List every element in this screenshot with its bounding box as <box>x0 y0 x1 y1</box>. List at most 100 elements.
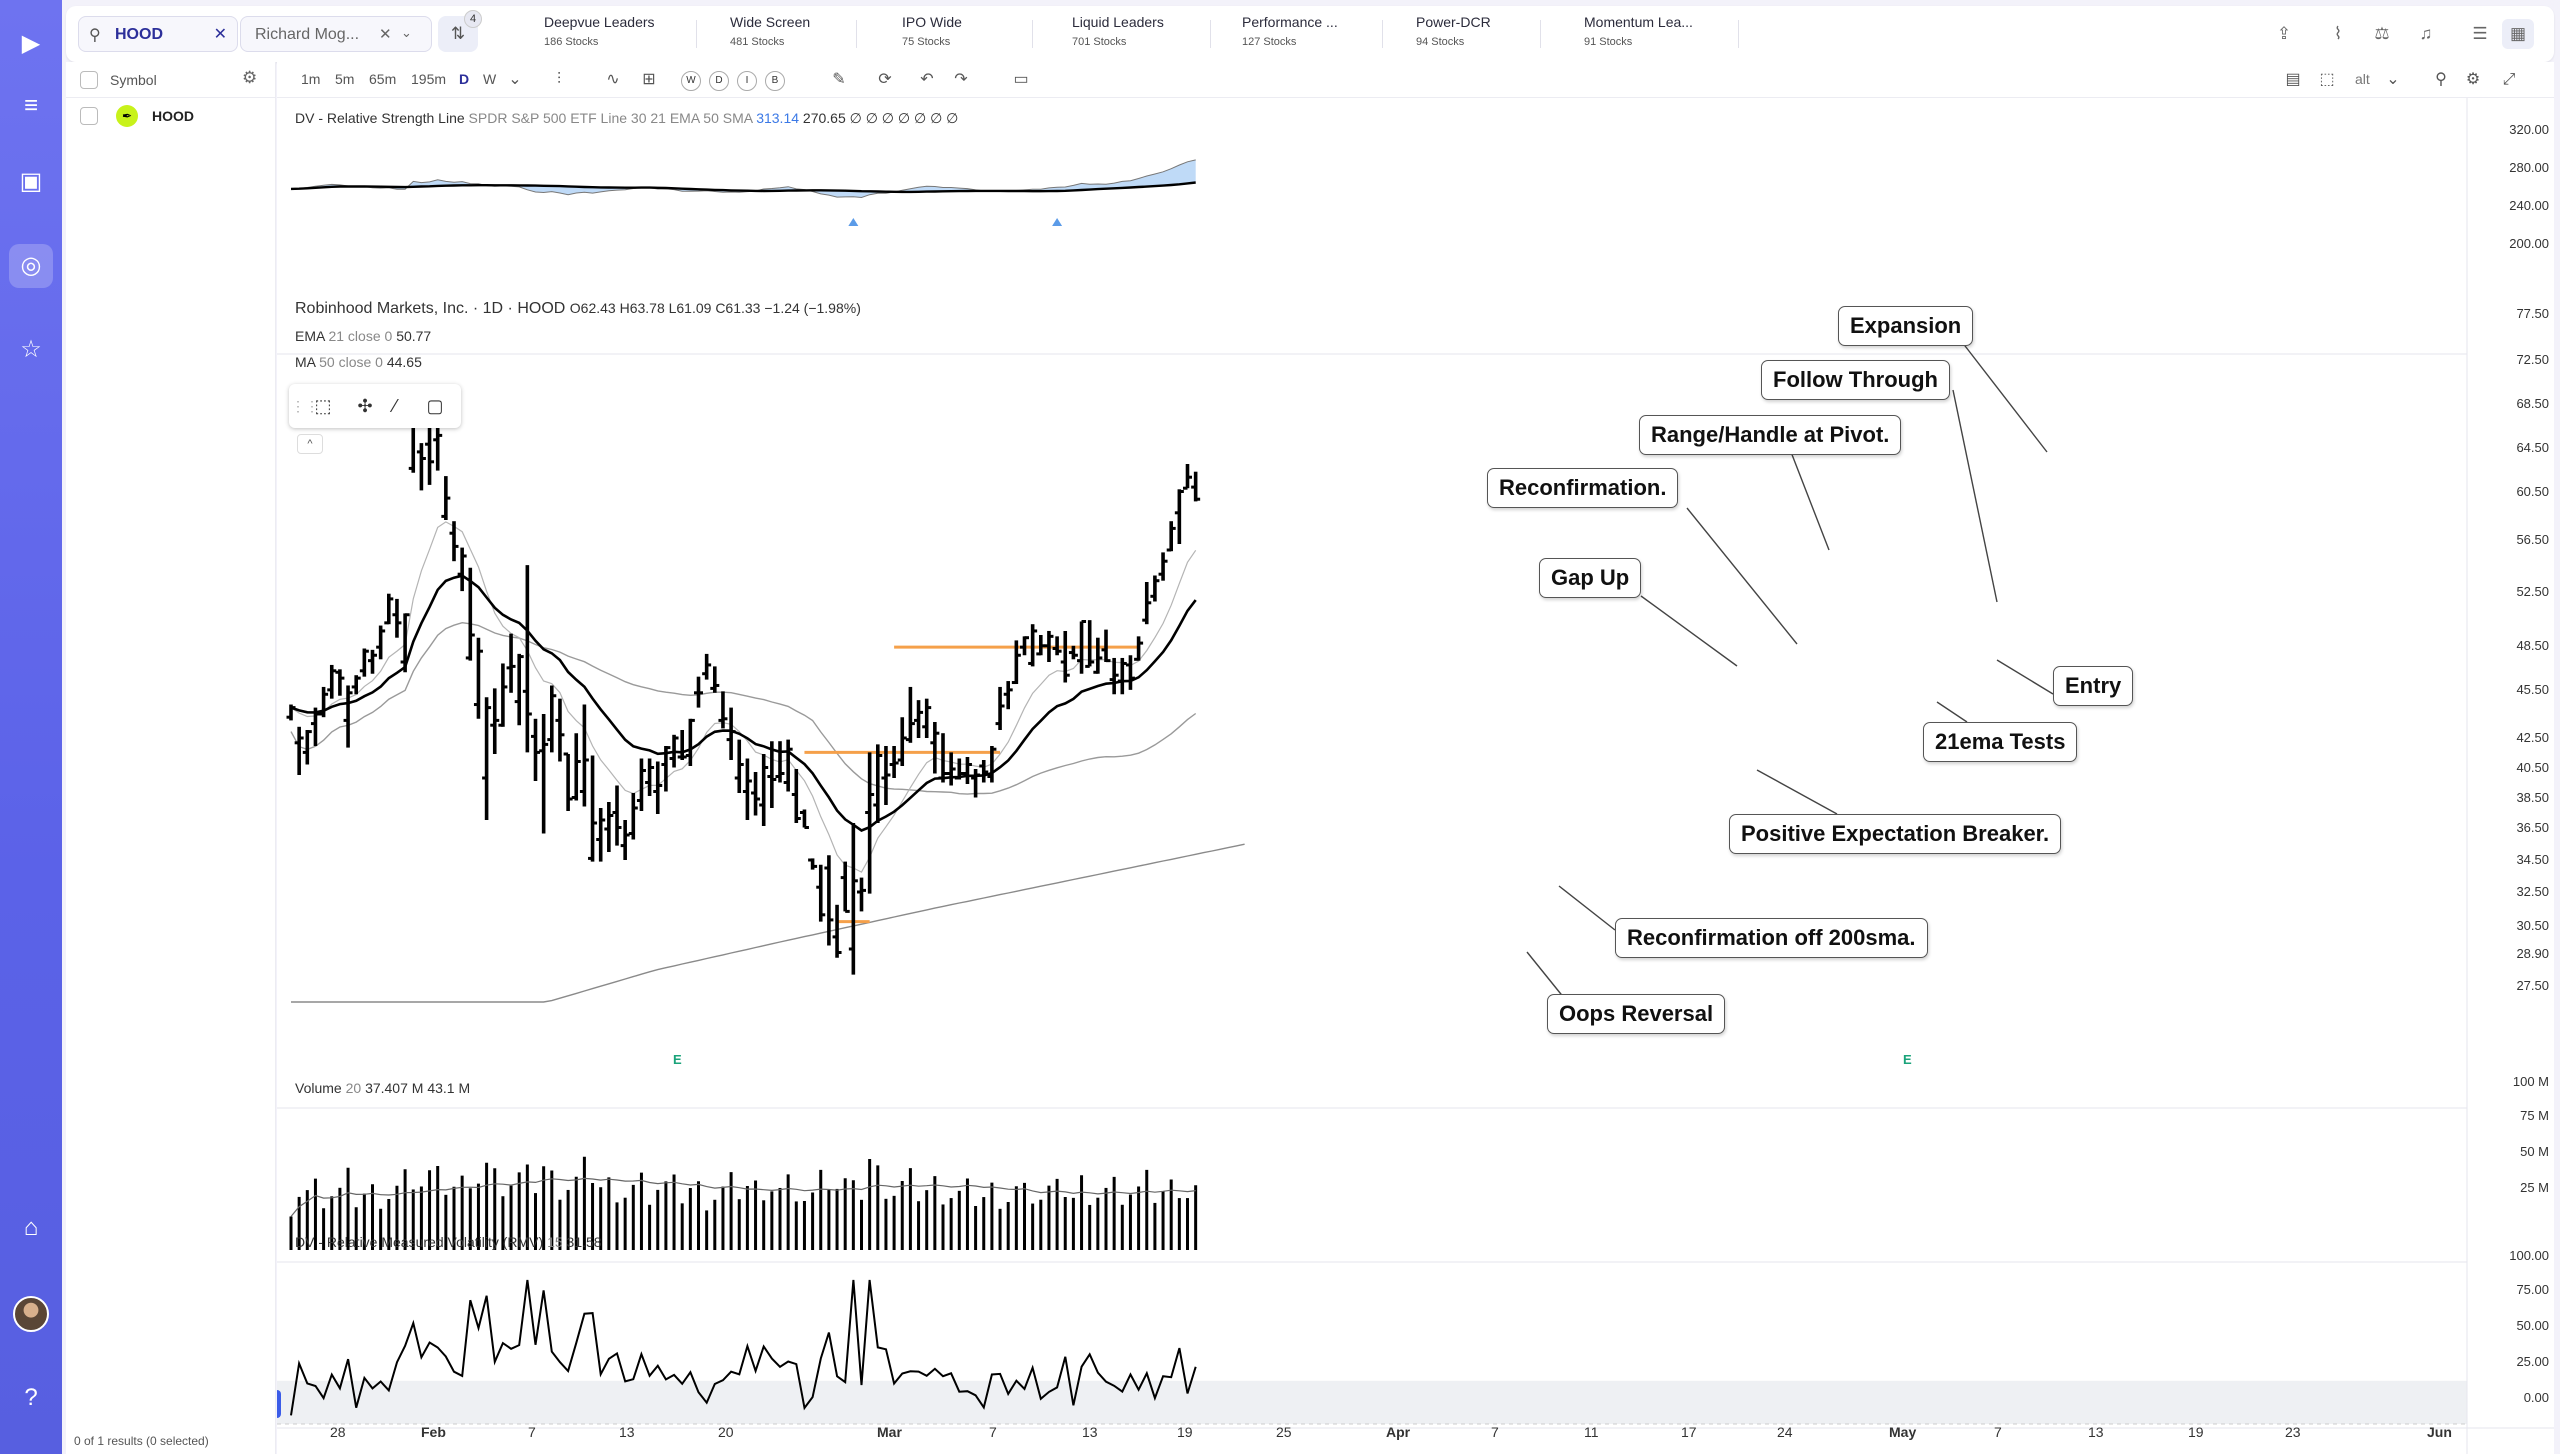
rs-ma-line <box>290 181 1196 194</box>
menu-icon[interactable]: ≡ <box>23 92 38 119</box>
annotation-range-handle[interactable]: Range/Handle at Pivot. <box>1639 415 1902 455</box>
scanner-icon[interactable]: ◎ <box>9 244 53 288</box>
pill-d[interactable]: D <box>709 71 729 91</box>
layout-icon[interactable]: ▤ <box>2285 71 2301 88</box>
ohlc-bar <box>881 746 891 805</box>
education-icon[interactable]: ⌂ <box>23 1214 39 1241</box>
undo-icon[interactable]: ↶ <box>920 71 934 88</box>
symbol-search-input[interactable]: ⚲ HOOD ✕ <box>78 16 238 52</box>
ohlc-bar <box>384 593 394 625</box>
annotation-reconfirmation-200sma[interactable]: Reconfirmation off 200sma. <box>1615 918 1928 958</box>
templates-icon[interactable]: ⊞ <box>642 71 656 88</box>
collapse-button[interactable]: ^ <box>297 434 323 454</box>
annotation-follow-through[interactable]: Follow Through <box>1761 360 1950 400</box>
ohlc-bar <box>734 739 744 793</box>
screen-tab-5[interactable]: Power-DCR 94 Stocks <box>1416 14 1491 48</box>
annotation-entry[interactable]: Entry <box>2053 666 2134 706</box>
symbol-column-header[interactable]: Symbol <box>110 72 157 88</box>
rmv-legend: DV - Relative Measured Volatility (RMV) … <box>295 1234 602 1250</box>
clear-icon[interactable]: ✕ <box>213 26 227 43</box>
chevron-down-icon[interactable]: ⌄ <box>508 71 522 88</box>
list-view-icon[interactable]: ☰ <box>2472 24 2488 43</box>
tf-w[interactable]: W <box>483 71 497 87</box>
scale-icon[interactable]: ⚖ <box>2374 24 2390 43</box>
indicators-icon[interactable]: ∿ <box>606 71 620 88</box>
screen-tab-1[interactable]: Wide Screen 481 Stocks <box>730 14 811 48</box>
refresh-icon[interactable]: ⟳ <box>878 71 892 88</box>
rectangle-icon[interactable]: ⬚ <box>314 396 332 416</box>
annotation-expansion[interactable]: Expansion <box>1838 306 1974 346</box>
ohlc-bar <box>473 637 483 719</box>
close-icon[interactable]: ✕ <box>379 26 392 43</box>
ohlc-bar <box>938 733 948 783</box>
zoom-icon[interactable]: ⚲ <box>2435 71 2447 88</box>
gear-icon[interactable]: ⚙ <box>242 68 258 87</box>
price-ohlc: O62.43 H63.78 L61.09 C61.33 −1.24 (−1.98… <box>569 300 861 316</box>
watchlist-select[interactable]: Richard Mog... ✕ ⌄ <box>240 16 432 52</box>
screen-tab-0[interactable]: Deepvue Leaders 186 Stocks <box>544 14 655 48</box>
pill-i[interactable]: I <box>737 71 757 91</box>
save-icon[interactable]: ⬚ <box>2319 71 2335 88</box>
star-icon[interactable]: ☆ <box>20 336 42 363</box>
screen-tab-3[interactable]: Liquid Leaders 701 Stocks <box>1072 14 1164 48</box>
tf-5m[interactable]: 5m <box>335 71 355 87</box>
filter-icon: ⇅ <box>450 24 466 43</box>
grip-icon[interactable]: ⋮⋮ <box>291 398 319 414</box>
help-icon[interactable]: ? <box>24 1384 38 1411</box>
chart-icon[interactable]: ⌇ <box>2333 24 2343 43</box>
screen-tab-4[interactable]: Performance ... 127 Stocks <box>1242 14 1338 48</box>
ohlc-bar <box>531 718 540 781</box>
row-checkbox[interactable] <box>80 107 98 125</box>
comment-icon[interactable]: ▢ <box>426 396 444 416</box>
bell-icon[interactable]: ♫ <box>2419 24 2433 43</box>
time-axis-label: 7 <box>1994 1424 2002 1440</box>
eraser-icon[interactable]: ✎ <box>832 71 846 88</box>
layout-icon[interactable]: ▣ <box>19 168 43 195</box>
screen-tab-2[interactable]: IPO Wide 75 Stocks <box>902 14 962 48</box>
price-axis-label: 64.50 <box>2516 440 2549 455</box>
fullscreen-icon[interactable]: ⤢ <box>2502 71 2516 88</box>
annotation-positive-expectation-breaker[interactable]: Positive Expectation Breaker. <box>1729 814 2062 854</box>
select-all-checkbox[interactable] <box>80 71 98 89</box>
compare-icon[interactable]: ⫶ <box>556 71 561 88</box>
rs-new-high-marker <box>1052 218 1063 226</box>
watchlist-row[interactable]: ✒ HOOD <box>66 98 276 134</box>
chevron-down-icon[interactable]: ⌄ <box>2386 71 2400 88</box>
annotation-21ema-tests[interactable]: 21ema Tests <box>1923 722 2078 762</box>
share-icon[interactable]: ⇪ <box>2276 24 2292 43</box>
annotation-reconfirmation[interactable]: Reconfirmation. <box>1487 468 1679 508</box>
price-legend: Robinhood Markets, Inc. · 1D · HOOD O62.… <box>295 300 861 318</box>
grid-view-icon[interactable]: ▦ <box>2502 19 2534 49</box>
tf-d[interactable]: D <box>459 71 470 87</box>
pill-w[interactable]: W <box>681 71 701 91</box>
row-symbol[interactable]: HOOD <box>152 108 194 124</box>
ohlc-bar <box>449 521 459 562</box>
annotation-oops-reversal[interactable]: Oops Reversal <box>1547 994 1726 1034</box>
avatar[interactable] <box>13 1296 49 1332</box>
sma-50-line <box>290 621 1197 795</box>
trendline-icon[interactable]: ⁄ <box>393 396 397 416</box>
time-axis-label: 24 <box>1777 1424 1793 1440</box>
chevron-down-icon[interactable]: ⌄ <box>401 25 412 40</box>
settings-icon[interactable]: ⚙ <box>2465 71 2481 88</box>
pill-b[interactable]: B <box>765 71 785 91</box>
separator <box>1032 20 1033 48</box>
chart-canvas[interactable] <box>277 98 2554 1454</box>
tf-65m[interactable]: 65m <box>369 71 397 87</box>
screen-tab-6[interactable]: Momentum Lea... 91 Stocks <box>1584 14 1693 48</box>
rs-axis-label: 320.00 <box>2509 122 2549 137</box>
leader-reconfirmation <box>1686 507 1798 645</box>
ohlc-bar <box>775 741 785 783</box>
annotation-gap-up[interactable]: Gap Up <box>1539 558 1642 598</box>
play-logo-icon[interactable]: ▶ <box>21 30 41 57</box>
calendar-icon[interactable]: ▭ <box>1013 71 1029 88</box>
tf-1m[interactable]: 1m <box>301 71 321 87</box>
earnings-marker[interactable]: E <box>1903 1052 1912 1067</box>
redo-icon[interactable]: ↷ <box>954 71 968 88</box>
earnings-marker[interactable]: E <box>673 1052 682 1067</box>
chart-toolbar: 1m 5m 65m 195m D W ⌄ ⫶ ∿ ⊞ W D I B ✎ ⟳ ↶… <box>277 62 2554 98</box>
tf-195m[interactable]: 195m <box>411 71 447 87</box>
alt-label[interactable]: alt <box>2355 71 2370 87</box>
fib-icon[interactable]: ✣ <box>357 396 373 416</box>
ohlc-bar <box>482 697 492 820</box>
